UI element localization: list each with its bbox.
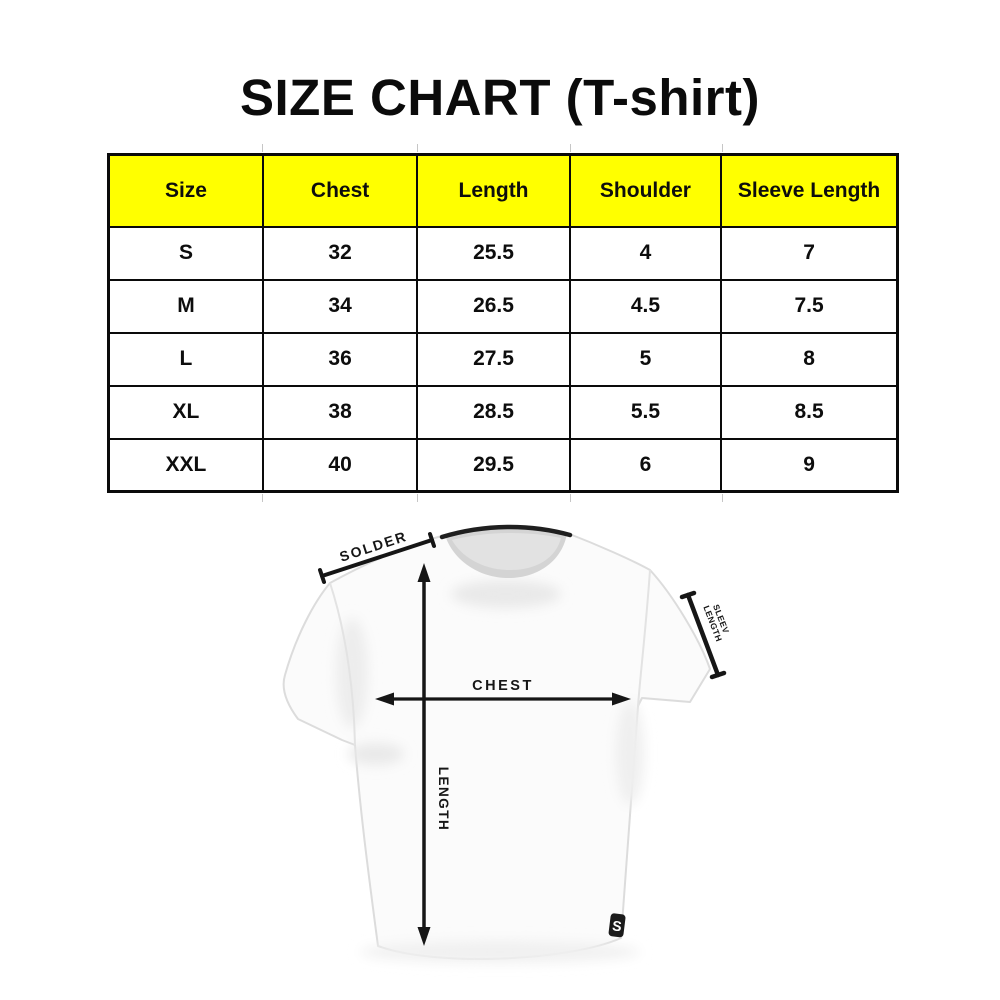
cell-size: S bbox=[107, 225, 264, 281]
cell-size: M bbox=[107, 278, 264, 334]
cell-sleeve-length: 8.5 bbox=[720, 384, 899, 440]
cell-sleeve-length: 7.5 bbox=[720, 278, 899, 334]
gridline-stub bbox=[416, 494, 418, 502]
table-row-l: L 36 27.5 5 8 bbox=[107, 331, 899, 387]
cell-shoulder: 4.5 bbox=[568, 278, 723, 334]
brand-logo: S bbox=[608, 913, 626, 938]
cell-shoulder: 6 bbox=[568, 437, 723, 493]
tshirt-silhouette bbox=[282, 524, 711, 963]
size-table: Size Chest Length Shoulder Sleeve Length… bbox=[107, 153, 899, 493]
page-title: SIZE CHART (T-shirt) bbox=[240, 69, 760, 126]
col-header-size: Size bbox=[107, 153, 264, 228]
col-header-shoulder: Shoulder bbox=[568, 153, 723, 228]
length-label: LENGTH bbox=[436, 767, 451, 832]
tshirt-graphic: SOLDER SLEEV LENGTH LENGTH bbox=[282, 524, 733, 963]
cell-shoulder: 5.5 bbox=[568, 384, 723, 440]
length-arrow bbox=[417, 563, 431, 946]
table-row-xl: XL 38 28.5 5.5 8.5 bbox=[107, 384, 899, 440]
cell-chest: 34 bbox=[261, 278, 419, 334]
cell-length: 25.5 bbox=[416, 225, 571, 281]
cell-sleeve-length: 7 bbox=[720, 225, 899, 281]
gridline-stub bbox=[721, 494, 723, 502]
table-row-m: M 34 26.5 4.5 7.5 bbox=[107, 278, 899, 334]
cell-length: 28.5 bbox=[416, 384, 571, 440]
gridline-stub bbox=[261, 144, 263, 152]
cell-shoulder: 4 bbox=[568, 225, 723, 281]
gridline-stub bbox=[570, 144, 571, 152]
sleeve-length-label: SLEEV LENGTH bbox=[701, 601, 733, 643]
collar-line bbox=[439, 524, 573, 540]
cell-length: 27.5 bbox=[416, 331, 571, 387]
gridline-stub bbox=[261, 494, 263, 502]
cell-length: 26.5 bbox=[416, 278, 571, 334]
col-header-length: Length bbox=[416, 153, 571, 228]
cell-size: XL bbox=[107, 384, 264, 440]
cell-sleeve-length: 8 bbox=[720, 331, 899, 387]
col-header-sleeve-length: Sleeve Length bbox=[720, 153, 899, 228]
cell-size: L bbox=[107, 331, 264, 387]
cell-size: XXL bbox=[107, 437, 264, 493]
col-header-chest: Chest bbox=[261, 153, 419, 228]
cell-chest: 36 bbox=[261, 331, 419, 387]
cell-shoulder: 5 bbox=[568, 331, 723, 387]
gridline-stub bbox=[721, 144, 723, 152]
cell-length: 29.5 bbox=[416, 437, 571, 493]
shoulder-dimension-line bbox=[318, 532, 436, 584]
size-table-container: Size Chest Length Shoulder Sleeve Length… bbox=[107, 144, 899, 502]
cell-chest: 38 bbox=[261, 384, 419, 440]
sleeve-dimension-line bbox=[679, 590, 727, 680]
cell-sleeve-length: 9 bbox=[720, 437, 899, 493]
gridline-stub bbox=[416, 144, 418, 152]
brand-logo-letter: S bbox=[611, 917, 622, 934]
tshirt-measurement-diagram: SOLDER SLEEV LENGTH LENGTH bbox=[280, 518, 740, 993]
table-header-row: Size Chest Length Shoulder Sleeve Length bbox=[107, 153, 899, 228]
table-row-xxl: XXL 40 29.5 6 9 bbox=[107, 437, 899, 493]
chest-arrow bbox=[375, 692, 631, 706]
cell-chest: 32 bbox=[261, 225, 419, 281]
gridline-stub bbox=[570, 494, 571, 502]
cell-chest: 40 bbox=[261, 437, 419, 493]
chest-label: CHEST bbox=[472, 678, 534, 694]
table-row-s: S 32 25.5 4 7 bbox=[107, 225, 899, 281]
